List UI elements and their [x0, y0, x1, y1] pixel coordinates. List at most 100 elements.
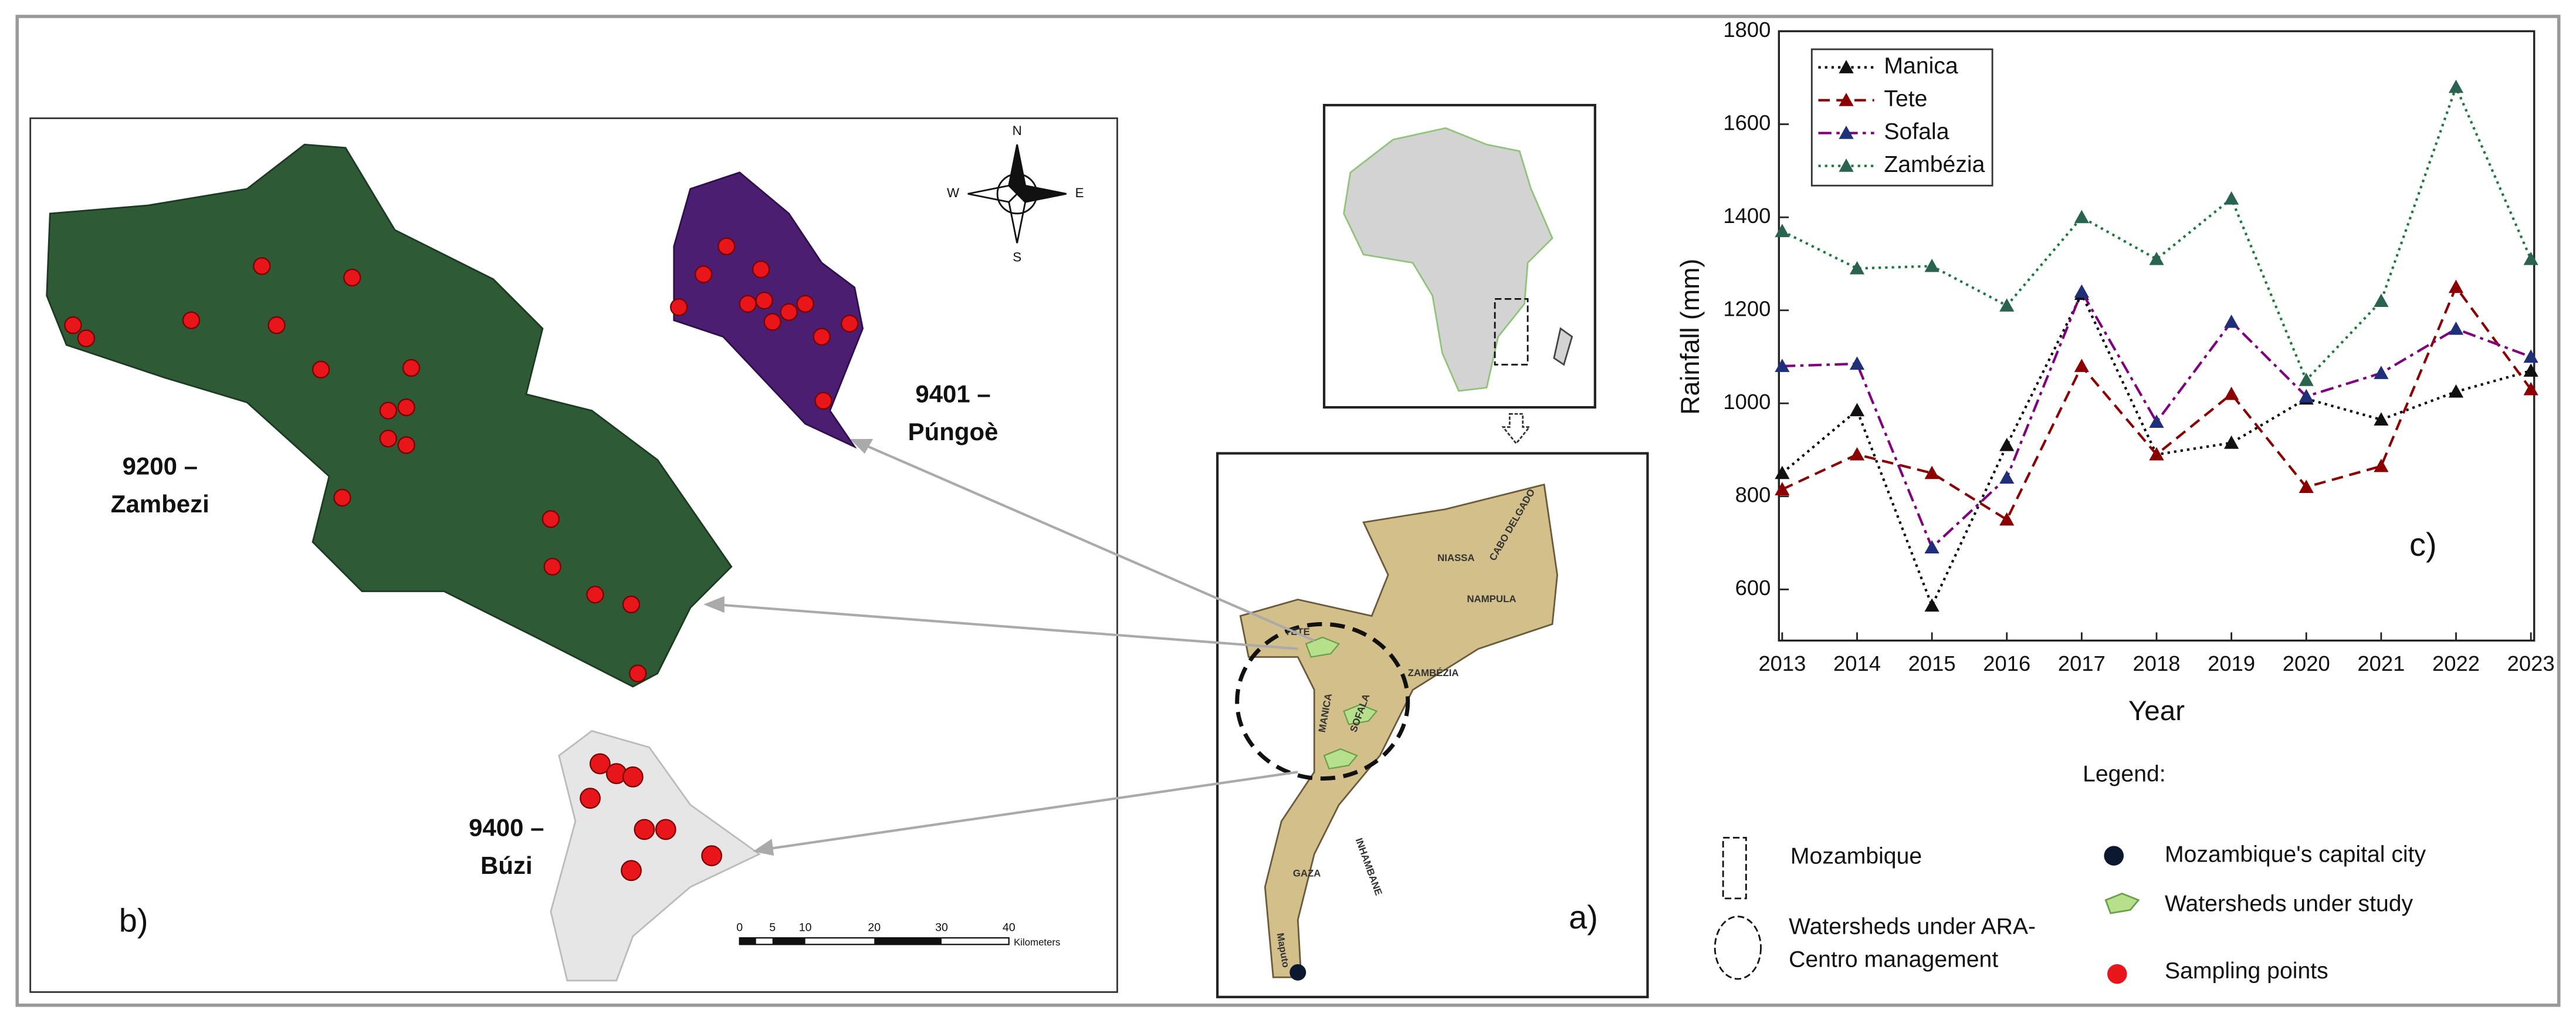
compass-n: N [1013, 123, 1022, 138]
series-marker [2448, 79, 2464, 93]
madagascar [1553, 327, 1573, 366]
series-marker [2523, 251, 2538, 265]
zambezi-code: 9200 – [123, 452, 198, 480]
buzi-name: Búzi [480, 852, 533, 879]
series-marker [2299, 373, 2314, 386]
map-legend: Legend: Mozambique Watersheds under ARA-… [1714, 761, 2426, 984]
series-marker [2074, 284, 2089, 298]
legend-text: Mozambique [1790, 843, 1922, 869]
series-marker [1849, 447, 1865, 461]
series-marker [1999, 298, 2015, 312]
pungoe-code: 9401 – [915, 380, 990, 408]
province-label: NIASSA [1437, 552, 1474, 563]
scale-label: 5 [769, 921, 776, 934]
y-tick-label: 1800 [1723, 18, 1771, 42]
legend-marker [1839, 126, 1854, 139]
scale-label: 30 [935, 921, 948, 934]
x-tick-label: 2016 [1983, 651, 2030, 676]
legend-title: Legend: [2083, 761, 2166, 786]
legend-icon [2104, 846, 2124, 866]
x-tick-label: 2013 [1758, 651, 1806, 676]
sampling-points [64, 237, 859, 881]
x-tick-label: 2021 [2357, 651, 2405, 676]
legend-icon [1714, 916, 1762, 980]
series-marker [1849, 356, 1865, 370]
series-marker [2224, 191, 2239, 205]
panel-b: N S W E 9200 – Zambezi 9401 – Púngoè 940… [29, 117, 1118, 993]
legend-marker [1839, 158, 1854, 172]
legend-label: Manica [1884, 53, 1958, 79]
x-tick-label: 2017 [2058, 651, 2106, 676]
buzi-basin [550, 729, 761, 982]
legend-icon [1722, 836, 1747, 900]
down-arrow [1501, 413, 1531, 445]
series-marker [2074, 359, 2089, 372]
series-marker [1849, 261, 1865, 275]
province-label: TETE [1285, 626, 1310, 637]
series-marker [2299, 479, 2314, 494]
y-tick-label: 1200 [1723, 296, 1771, 320]
province-label: NAMPULA [1467, 593, 1517, 604]
series-marker [2224, 435, 2239, 449]
panel-b-label: b) [119, 902, 148, 939]
series-marker [1775, 465, 1790, 479]
africa [1343, 127, 1553, 392]
x-tick-label: 2014 [1833, 651, 1881, 676]
series-marker [2374, 412, 2389, 426]
series-marker [2448, 321, 2464, 335]
series-line [1782, 284, 2532, 522]
scale-label: 0 [736, 921, 743, 934]
panel-c-label: c) [2409, 526, 2437, 563]
pungoe-name: Púngoè [908, 418, 998, 445]
x-tick-label: 2019 [2208, 651, 2255, 676]
series-marker [2149, 447, 2164, 461]
line-chart: Rainfall (mm) Year c) 600 800 1000 1200 1400… [1675, 18, 2555, 727]
scale-label: 40 [1003, 921, 1015, 934]
y-tick-label: 1600 [1723, 110, 1771, 134]
mozambique-box [1494, 298, 1529, 366]
scale-unit: Kilometers [1014, 937, 1060, 948]
panel-a-label: a) [1569, 899, 1598, 935]
legend-text: Watersheds under study [2165, 891, 2413, 916]
legend-text: Watersheds under ARA- [1789, 914, 2036, 940]
arrows [703, 438, 1315, 856]
compass-w: W [947, 185, 960, 200]
series-marker [2374, 293, 2389, 307]
series-marker [2224, 314, 2239, 328]
study-watersheds [1305, 636, 1378, 770]
legend-text: Sampling points [2165, 958, 2328, 984]
x-tick-label: 2018 [2133, 651, 2181, 676]
series-marker [1924, 465, 1939, 479]
scale-label: 10 [799, 921, 812, 934]
series-marker [1849, 403, 1865, 417]
compass-e: E [1075, 185, 1084, 200]
series-marker [2523, 363, 2538, 377]
compass-s: S [1013, 249, 1021, 264]
series-marker [1775, 482, 1790, 495]
series-marker [2523, 381, 2538, 396]
province-label: GAZA [1293, 867, 1321, 879]
ara-centro-area [1235, 622, 1410, 781]
panel-a: NIASSA CABO DELGADO NAMPULA ZAMBÉZIA TET… [703, 104, 1649, 998]
series-marker [2149, 251, 2164, 265]
series-marker [1775, 359, 1790, 372]
x-tick-label: 2015 [1908, 651, 1956, 676]
scale-label: 20 [868, 921, 881, 934]
zambezi-name: Zambezi [111, 490, 209, 518]
compass [967, 144, 1067, 244]
legend-icon [2107, 964, 2127, 984]
y-tick-label: 800 [1735, 482, 1771, 506]
x-tick-label: 2020 [2283, 651, 2330, 676]
series-marker [2374, 366, 2389, 379]
series-marker [1775, 224, 1790, 238]
buzi-code: 9400 – [469, 813, 544, 841]
capital-city [1289, 964, 1306, 981]
series-marker [2448, 384, 2464, 398]
legend-label: Tete [1884, 86, 1927, 112]
y-tick-label: 1000 [1723, 390, 1771, 414]
series-marker [1924, 540, 1939, 554]
series-marker [2299, 389, 2314, 403]
series-marker [1924, 258, 1939, 272]
series-marker [2074, 210, 2089, 224]
